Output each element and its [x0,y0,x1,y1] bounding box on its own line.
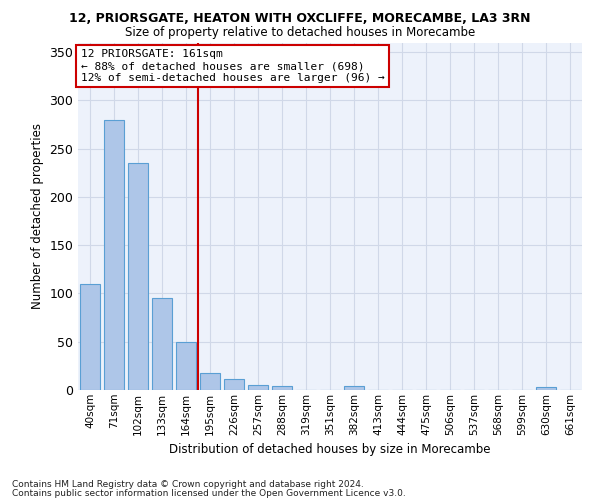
Bar [224,380,244,390]
Text: Contains HM Land Registry data © Crown copyright and database right 2024.: Contains HM Land Registry data © Crown c… [12,480,364,489]
Y-axis label: Number of detached properties: Number of detached properties [31,123,44,309]
Bar [152,298,172,390]
Bar [344,386,364,390]
Text: Size of property relative to detached houses in Morecambe: Size of property relative to detached ho… [125,26,475,39]
Bar [200,372,220,390]
Text: 12, PRIORSGATE, HEATON WITH OXCLIFFE, MORECAMBE, LA3 3RN: 12, PRIORSGATE, HEATON WITH OXCLIFFE, MO… [69,12,531,26]
Text: 12 PRIORSGATE: 161sqm
← 88% of detached houses are smaller (698)
12% of semi-det: 12 PRIORSGATE: 161sqm ← 88% of detached … [80,50,384,82]
Bar [272,386,292,390]
Bar [104,120,124,390]
Bar [128,163,148,390]
Bar [176,342,196,390]
X-axis label: Distribution of detached houses by size in Morecambe: Distribution of detached houses by size … [169,443,491,456]
Bar [80,284,100,390]
Bar [248,385,268,390]
Bar [536,387,556,390]
Text: Contains public sector information licensed under the Open Government Licence v3: Contains public sector information licen… [12,488,406,498]
